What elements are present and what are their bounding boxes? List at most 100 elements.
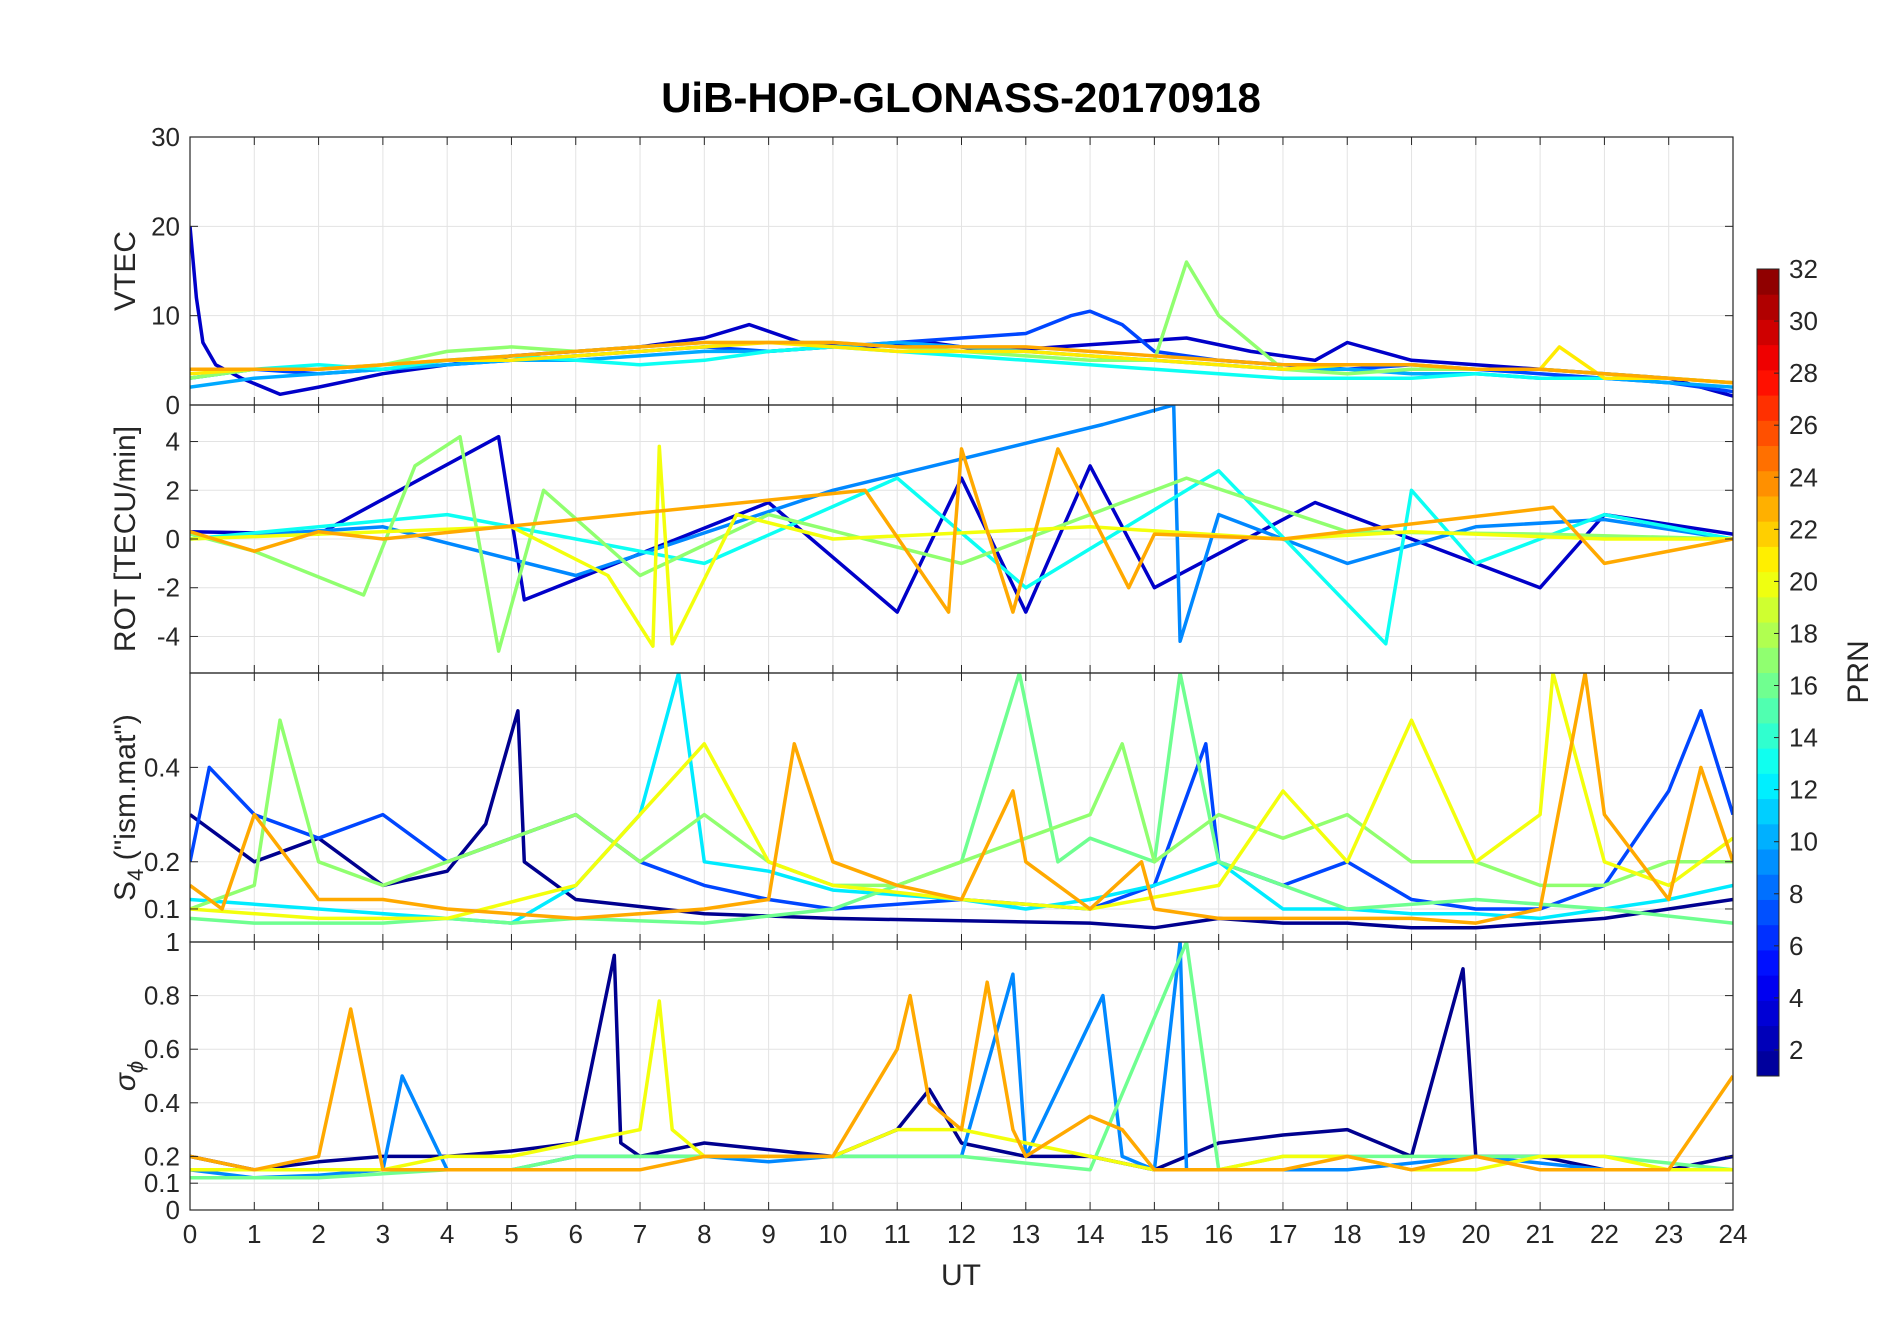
- y-tick-label: 0.1: [144, 1168, 180, 1198]
- colorbar-band: [1757, 748, 1779, 774]
- y-tick-label: 1: [166, 927, 180, 957]
- y-tick-label: 0.1: [144, 894, 180, 924]
- y-tick-label: 10: [151, 301, 180, 331]
- colorbar-band: [1757, 924, 1779, 951]
- colorbar-band: [1757, 269, 1779, 295]
- x-tick-label: 1: [247, 1219, 261, 1249]
- colorbar-tick-label: 12: [1789, 775, 1818, 805]
- y-axis-label-sub: ϕ: [123, 1061, 148, 1073]
- series-line-prn-12: [190, 673, 1733, 925]
- y-axis-label: VTEC: [109, 231, 142, 311]
- series-group: [190, 226, 1733, 398]
- x-tick-label: 19: [1397, 1219, 1426, 1249]
- series-line-prn-20: [190, 999, 1733, 1172]
- colorbar-band: [1757, 571, 1779, 598]
- colorbar-band: [1757, 1025, 1779, 1052]
- colorbar-band: [1757, 773, 1779, 800]
- series-group: [190, 405, 1733, 653]
- x-tick-label: 8: [697, 1219, 711, 1249]
- x-tick-label: 20: [1461, 1219, 1490, 1249]
- y-tick-label: 20: [151, 211, 180, 241]
- y-tick-label: 0.8: [144, 981, 180, 1011]
- x-tick-label: 5: [504, 1219, 518, 1249]
- colorbar-band: [1757, 319, 1779, 346]
- colorbar-tick-label: 4: [1789, 983, 1803, 1013]
- x-tick-label: 24: [1719, 1219, 1748, 1249]
- x-tick-label: 0: [183, 1219, 197, 1249]
- colorbar-tick-label: 24: [1789, 462, 1818, 492]
- colorbar-band: [1757, 546, 1779, 573]
- colorbar-band: [1757, 697, 1779, 724]
- colorbar-tick-label: 2: [1789, 1035, 1803, 1065]
- y-tick-label: 0.2: [144, 847, 180, 877]
- colorbar-tick-label: 26: [1789, 410, 1818, 440]
- series-line-prn-23: [190, 340, 1733, 385]
- colorbar-band: [1757, 1000, 1779, 1027]
- colorbar-band: [1757, 672, 1779, 699]
- x-tick-label: 7: [633, 1219, 647, 1249]
- colorbar-band: [1757, 722, 1779, 749]
- x-tick-label: 13: [1011, 1219, 1040, 1249]
- colorbar-tick-label: 10: [1789, 827, 1818, 857]
- y-tick-label: 0: [166, 1195, 180, 1225]
- colorbar-band: [1757, 470, 1779, 497]
- colorbar-tick-label: 32: [1789, 254, 1818, 284]
- x-tick-label: 16: [1204, 1219, 1233, 1249]
- x-tick-label: 18: [1333, 1219, 1362, 1249]
- y-tick-label: 0.4: [144, 1088, 180, 1118]
- x-tick-label: 17: [1268, 1219, 1297, 1249]
- x-tick-label: 21: [1526, 1219, 1555, 1249]
- y-tick-label: 0.4: [144, 752, 180, 782]
- colorbar-band: [1757, 420, 1779, 447]
- y-axis-label-sub: 4: [123, 869, 148, 881]
- y-tick-label: 30: [151, 122, 180, 152]
- x-tick-label: 4: [440, 1219, 454, 1249]
- panel-sigma_phi: 0 1 2 3 4 5 6 7 8 9 10 11 12 13 14 15 16 17 18 19 20 21 22 23 24…: [109, 927, 1747, 1249]
- panel-rot: -4 -2 0 2 4 ROT [TECU/min]: [109, 404, 1734, 674]
- x-axis-label: UT: [941, 1259, 981, 1292]
- colorbar-band: [1757, 1050, 1779, 1077]
- colorbar-tick-label: 28: [1789, 358, 1818, 388]
- x-tick-label: 3: [376, 1219, 390, 1249]
- y-axis-label-main: S: [109, 881, 142, 901]
- chart-title: UiB-HOP-GLONASS-20170918: [661, 74, 1261, 121]
- series-line-prn-1: [190, 709, 1733, 930]
- x-tick-label: 10: [818, 1219, 847, 1249]
- panel-s4: 0.1 0.2 0.4 S4 ("ism.mat"): [109, 672, 1734, 943]
- y-tick-label: -2: [157, 573, 180, 603]
- colorbar-tick-label: 22: [1789, 514, 1818, 544]
- colorbar-band: [1757, 294, 1779, 320]
- colorbar-band: [1757, 445, 1779, 472]
- colorbar-tick-label: 20: [1789, 566, 1818, 596]
- series-line-prn-20: [190, 444, 1733, 648]
- series-line-prn-16: [190, 673, 1733, 925]
- colorbar-band: [1757, 975, 1779, 1001]
- colorbar-frame: [1756, 268, 1780, 1077]
- series-line-prn-23: [190, 673, 1733, 925]
- colorbar-band: [1757, 395, 1779, 421]
- x-tick-label: 2: [311, 1219, 325, 1249]
- colorbar-tick-label: 30: [1789, 306, 1818, 336]
- x-tick-label: 12: [947, 1219, 976, 1249]
- colorbar-band: [1757, 849, 1779, 875]
- y-axis-label-main: σ: [109, 1071, 142, 1091]
- colorbar-tick-label: 16: [1789, 671, 1818, 701]
- y-axis-label-rest: ("ism.mat"): [109, 714, 142, 869]
- y-axis-label: ROT [TECU/min]: [109, 426, 142, 652]
- series-line-prn-17: [190, 434, 1733, 653]
- colorbar-tick-label: 18: [1789, 618, 1818, 648]
- colorbar-band: [1757, 899, 1779, 926]
- y-axis-label: σϕ: [109, 1061, 148, 1091]
- x-tick-label: 15: [1140, 1219, 1169, 1249]
- y-tick-label: 0: [166, 390, 180, 420]
- x-tick-label: 23: [1654, 1219, 1683, 1249]
- x-tick-label: 22: [1590, 1219, 1619, 1249]
- colorbar-band: [1757, 344, 1779, 371]
- y-tick-label: 0.2: [144, 1141, 180, 1171]
- colorbar-band: [1757, 521, 1779, 547]
- colorbar-tick-label: 8: [1789, 879, 1803, 909]
- series-line-prn-13: [190, 469, 1733, 646]
